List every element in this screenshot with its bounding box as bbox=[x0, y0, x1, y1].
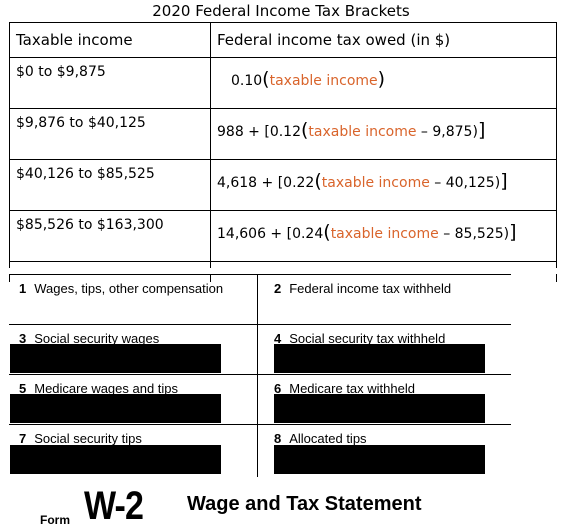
redaction-bar bbox=[10, 445, 221, 474]
formula-prefix: 0.10 bbox=[231, 73, 263, 89]
redaction-bar bbox=[274, 344, 485, 373]
form-id: W-2 bbox=[84, 484, 144, 528]
box-label: Federal income tax withheld bbox=[289, 281, 452, 296]
w2-box-4: 4 Social security tax withheld bbox=[258, 325, 511, 375]
form-label: Form bbox=[40, 513, 70, 527]
formula-taxable-income: taxable income bbox=[308, 124, 417, 140]
w2-box-8: 8 Allocated tips bbox=[258, 425, 511, 477]
box-number: 8 bbox=[274, 431, 282, 446]
table-row: $9,876 to $40,125 988 + [0.12(taxable in… bbox=[9, 108, 557, 160]
form-title: Wage and Tax Statement bbox=[187, 493, 422, 515]
table-row: $85,526 to $163,300 14,606 + [0.24(taxab… bbox=[9, 210, 557, 262]
box-number: 3 bbox=[19, 331, 27, 346]
formula-close: ] bbox=[509, 221, 517, 243]
formula-prefix: 4,618 + [0.22 bbox=[217, 175, 315, 191]
tax-brackets-table: Taxable income Federal income tax owed (… bbox=[9, 22, 557, 282]
w2-box-3: 3 Social security wages bbox=[9, 325, 257, 375]
box-label: Social security wages bbox=[34, 331, 160, 346]
header-taxable-income: Taxable income bbox=[9, 22, 211, 58]
table-row: $0 to $9,875 0.10(taxable income) bbox=[9, 57, 557, 109]
crop-gap bbox=[0, 268, 562, 274]
table-row: $40,126 to $85,525 4,618 + [0.22(taxable… bbox=[9, 159, 557, 211]
income-range: $9,876 to $40,125 bbox=[9, 108, 211, 160]
tax-formula: 0.10(taxable income) bbox=[210, 57, 557, 109]
formula-close: ] bbox=[500, 170, 508, 192]
w2-box-7: 7 Social security tips bbox=[9, 425, 257, 477]
w2-box-2: 2 Federal income tax withheld bbox=[258, 275, 511, 325]
box-label: Wages, tips, other compensation bbox=[34, 281, 224, 296]
box-label: Social security tax withheld bbox=[289, 331, 446, 346]
tax-formula: 988 + [0.12(taxable income – 9,875)] bbox=[210, 108, 557, 160]
box-number: 2 bbox=[274, 281, 282, 296]
tax-formula: 14,606 + [0.24(taxable income – 85,525)] bbox=[210, 210, 557, 262]
formula-close: ] bbox=[477, 119, 486, 141]
redaction-bar bbox=[274, 394, 485, 423]
formula-minus: – 40,125) bbox=[429, 175, 501, 191]
box-number: 1 bbox=[19, 281, 27, 296]
income-range: $40,126 to $85,525 bbox=[9, 159, 211, 211]
formula-minus: – 85,525) bbox=[438, 226, 510, 242]
redaction-bar bbox=[10, 344, 221, 373]
formula-paren: ( bbox=[301, 119, 309, 141]
formula-minus: – 9,875) bbox=[416, 124, 478, 140]
header-tax-owed: Federal income tax owed (in $) bbox=[210, 22, 557, 58]
redaction-bar bbox=[274, 445, 485, 474]
income-range: $85,526 to $163,300 bbox=[9, 210, 211, 262]
box-label: Social security tips bbox=[34, 431, 142, 446]
formula-taxable-income: taxable income bbox=[269, 73, 378, 89]
formula-prefix: 988 + [0.12 bbox=[217, 124, 301, 140]
formula-close: ) bbox=[377, 68, 386, 90]
box-number: 5 bbox=[19, 381, 27, 396]
w2-form: 1 Wages, tips, other compensation 2 Federa… bbox=[9, 274, 511, 477]
column-divider bbox=[257, 275, 258, 477]
income-range: $0 to $9,875 bbox=[9, 57, 211, 109]
w2-box-5: 5 Medicare wages and tips bbox=[9, 375, 257, 425]
formula-paren: ( bbox=[323, 221, 331, 243]
tax-formula: 4,618 + [0.22(taxable income – 40,125)] bbox=[210, 159, 557, 211]
formula-prefix: 14,606 + [0.24 bbox=[217, 226, 324, 242]
box-number: 7 bbox=[19, 431, 27, 446]
w2-box-1: 1 Wages, tips, other compensation bbox=[9, 275, 257, 325]
box-label: Medicare tax withheld bbox=[289, 381, 415, 396]
formula-paren: ( bbox=[262, 68, 270, 90]
page-title: 2020 Federal Income Tax Brackets bbox=[152, 2, 410, 20]
formula-taxable-income: taxable income bbox=[321, 175, 430, 191]
redaction-bar bbox=[10, 394, 221, 423]
box-number: 6 bbox=[274, 381, 282, 396]
box-label: Medicare wages and tips bbox=[34, 381, 179, 396]
w2-box-6: 6 Medicare tax withheld bbox=[258, 375, 511, 425]
w2-footer: Form W-2 Wage and Tax Statement bbox=[40, 480, 560, 530]
box-label: Allocated tips bbox=[289, 431, 367, 446]
formula-paren: ( bbox=[314, 170, 322, 192]
formula-taxable-income: taxable income bbox=[330, 226, 439, 242]
table-header-row: Taxable income Federal income tax owed (… bbox=[9, 22, 557, 58]
box-number: 4 bbox=[274, 331, 282, 346]
